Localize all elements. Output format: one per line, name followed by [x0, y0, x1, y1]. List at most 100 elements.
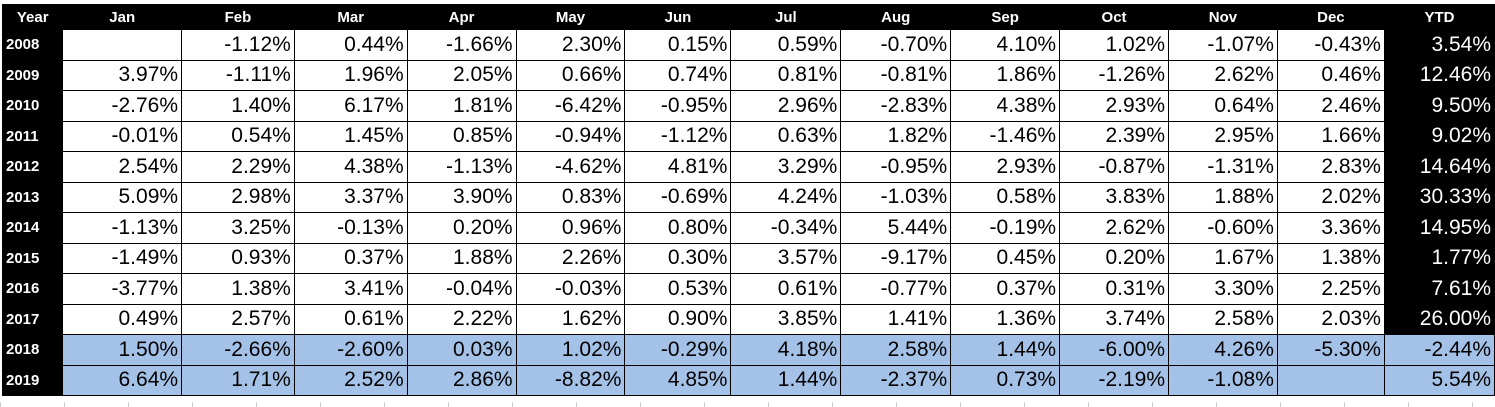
month-return-cell[interactable]: -0.19% [950, 212, 1061, 244]
month-return-cell[interactable]: 1.44% [730, 364, 842, 396]
month-return-cell[interactable]: -0.13% [293, 212, 408, 244]
month-return-cell[interactable]: -0.34% [730, 212, 842, 244]
month-return-cell[interactable]: 4.18% [730, 334, 842, 366]
month-return-cell[interactable]: 4.10% [950, 29, 1061, 61]
month-return-cell[interactable]: 2.39% [1059, 120, 1169, 152]
month-return-cell[interactable]: 6.17% [293, 90, 408, 122]
column-header-aug[interactable]: Aug [840, 4, 952, 30]
month-return-cell[interactable]: -1.08% [1168, 364, 1278, 396]
month-return-cell[interactable]: 2.96% [730, 90, 842, 122]
month-return-cell[interactable]: -0.03% [515, 273, 626, 305]
month-return-cell[interactable]: 2.57% [181, 303, 295, 335]
month-return-cell[interactable]: -1.11% [181, 59, 295, 91]
month-return-cell[interactable]: 0.81% [730, 59, 842, 91]
month-return-cell[interactable]: -2.76% [62, 90, 183, 122]
year-cell[interactable]: 2016 [1, 273, 64, 305]
month-return-cell[interactable]: 2.03% [1276, 303, 1385, 335]
year-cell[interactable]: 2011 [1, 120, 64, 152]
column-header-feb[interactable]: Feb [181, 4, 295, 30]
month-return-cell[interactable]: 3.97% [62, 59, 183, 91]
month-return-cell[interactable]: 3.36% [1276, 212, 1385, 244]
month-return-cell[interactable]: 0.15% [624, 29, 732, 61]
column-header-oct[interactable]: Oct [1059, 4, 1169, 30]
year-cell[interactable]: 2015 [1, 242, 64, 274]
month-return-cell[interactable]: 5.44% [840, 212, 952, 244]
month-return-cell[interactable]: 1.41% [840, 303, 952, 335]
ytd-cell[interactable]: 12.46% [1383, 59, 1495, 91]
month-return-cell[interactable]: 4.38% [293, 151, 408, 183]
month-return-cell[interactable]: 2.93% [950, 151, 1061, 183]
month-return-cell[interactable]: 3.57% [730, 242, 842, 274]
month-return-cell[interactable]: 6.64% [62, 364, 183, 396]
column-header-jun[interactable]: Jun [624, 4, 732, 30]
column-header-sep[interactable]: Sep [950, 4, 1061, 30]
month-return-cell[interactable]: 0.03% [406, 334, 517, 366]
month-return-cell[interactable]: -0.69% [624, 181, 732, 213]
ytd-cell[interactable]: 14.64% [1383, 151, 1495, 183]
column-header-year[interactable]: Year [1, 4, 64, 30]
month-return-cell[interactable]: -0.94% [515, 120, 626, 152]
month-return-cell[interactable]: -1.07% [1168, 29, 1278, 61]
year-cell[interactable]: 2009 [1, 59, 64, 91]
month-return-cell[interactable]: -2.19% [1059, 364, 1169, 396]
month-return-cell[interactable]: -2.37% [840, 364, 952, 396]
ytd-cell[interactable]: 3.54% [1383, 29, 1495, 61]
month-return-cell[interactable]: 0.64% [1168, 90, 1278, 122]
month-return-cell[interactable]: -0.04% [406, 273, 517, 305]
month-return-cell[interactable]: -1.13% [406, 151, 517, 183]
month-return-cell[interactable]: -1.13% [62, 212, 183, 244]
ytd-cell[interactable]: 1.77% [1383, 242, 1495, 274]
month-return-cell[interactable]: 2.26% [515, 242, 626, 274]
month-return-cell[interactable]: -0.87% [1059, 151, 1169, 183]
month-return-cell[interactable]: 1.38% [1276, 242, 1385, 274]
month-return-cell[interactable]: -0.81% [840, 59, 952, 91]
month-return-cell[interactable]: -1.03% [840, 181, 952, 213]
month-return-cell[interactable]: -3.77% [62, 273, 183, 305]
month-return-cell[interactable]: 2.29% [181, 151, 295, 183]
month-return-cell[interactable]: 2.58% [1168, 303, 1278, 335]
year-cell[interactable]: 2018 [1, 334, 64, 366]
month-return-cell[interactable]: -1.12% [624, 120, 732, 152]
month-return-cell[interactable]: 1.45% [293, 120, 408, 152]
month-return-cell[interactable]: 2.02% [1276, 181, 1385, 213]
month-return-cell[interactable]: 2.95% [1168, 120, 1278, 152]
column-header-mar[interactable]: Mar [293, 4, 408, 30]
month-return-cell[interactable] [1276, 364, 1385, 396]
month-return-cell[interactable]: -6.00% [1059, 334, 1169, 366]
month-return-cell[interactable]: 0.74% [624, 59, 732, 91]
month-return-cell[interactable]: -0.95% [840, 151, 952, 183]
ytd-cell[interactable]: 5.54% [1383, 364, 1495, 396]
month-return-cell[interactable]: 2.25% [1276, 273, 1385, 305]
month-return-cell[interactable]: 1.02% [515, 334, 626, 366]
month-return-cell[interactable]: 0.20% [406, 212, 517, 244]
column-header-may[interactable]: May [515, 4, 626, 30]
month-return-cell[interactable]: 3.74% [1059, 303, 1169, 335]
month-return-cell[interactable]: 0.37% [293, 242, 408, 274]
month-return-cell[interactable]: 3.37% [293, 181, 408, 213]
month-return-cell[interactable]: 1.67% [1168, 242, 1278, 274]
month-return-cell[interactable]: -9.17% [840, 242, 952, 274]
column-header-ytd[interactable]: YTD [1383, 4, 1495, 30]
ytd-cell[interactable]: -2.44% [1383, 334, 1495, 366]
month-return-cell[interactable]: 3.41% [293, 273, 408, 305]
month-return-cell[interactable]: 2.98% [181, 181, 295, 213]
month-return-cell[interactable]: -5.30% [1276, 334, 1385, 366]
month-return-cell[interactable]: 0.83% [515, 181, 626, 213]
year-cell[interactable]: 2008 [1, 29, 64, 61]
month-return-cell[interactable]: 2.83% [1276, 151, 1385, 183]
month-return-cell[interactable]: -2.66% [181, 334, 295, 366]
month-return-cell[interactable]: 3.90% [406, 181, 517, 213]
month-return-cell[interactable]: 1.81% [406, 90, 517, 122]
month-return-cell[interactable]: 0.54% [181, 120, 295, 152]
month-return-cell[interactable]: 3.85% [730, 303, 842, 335]
month-return-cell[interactable]: 1.38% [181, 273, 295, 305]
month-return-cell[interactable]: 3.30% [1168, 273, 1278, 305]
year-cell[interactable]: 2013 [1, 181, 64, 213]
month-return-cell[interactable]: 3.29% [730, 151, 842, 183]
month-return-cell[interactable]: 0.96% [515, 212, 626, 244]
month-return-cell[interactable]: 1.44% [950, 334, 1061, 366]
month-return-cell[interactable]: -0.70% [840, 29, 952, 61]
month-return-cell[interactable]: -1.31% [1168, 151, 1278, 183]
month-return-cell[interactable]: 4.26% [1168, 334, 1278, 366]
month-return-cell[interactable]: 1.86% [950, 59, 1061, 91]
